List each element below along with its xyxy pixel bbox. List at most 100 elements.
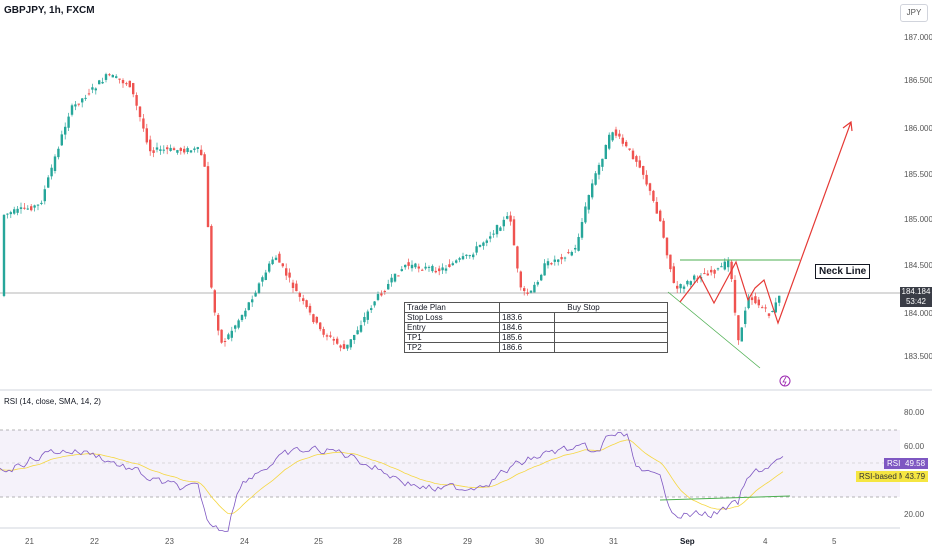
- candle-body: [43, 189, 46, 202]
- price-tick: 185.000: [904, 215, 932, 224]
- table-cell: Entry: [404, 322, 500, 333]
- candle-body: [604, 144, 607, 160]
- rsi-trend-line: [659, 495, 791, 501]
- candle-body: [319, 322, 322, 330]
- table-row: Trade Plan Buy Stop: [404, 302, 668, 313]
- neck-line-label[interactable]: Neck Line: [815, 264, 871, 279]
- candle-body: [557, 259, 560, 262]
- candle-body: [529, 290, 533, 293]
- candle-body: [257, 283, 261, 293]
- candle-body: [196, 147, 199, 149]
- candle-body: [166, 147, 169, 150]
- candle-body: [492, 233, 495, 235]
- candle-body: [230, 330, 233, 338]
- candle-body: [274, 257, 278, 260]
- candle-body: [200, 149, 203, 156]
- rsi-indicator-label[interactable]: RSI (14, close, SMA, 14, 2): [4, 397, 101, 406]
- candle-body: [210, 225, 213, 288]
- candle-body: [152, 150, 155, 153]
- time-tick: 21: [25, 537, 34, 546]
- candle-body: [468, 255, 471, 257]
- candle-body: [455, 260, 458, 263]
- table-row: TP1 185.6: [404, 332, 668, 343]
- candle-body: [84, 97, 87, 99]
- candle-body: [87, 93, 91, 95]
- candle-body: [271, 259, 274, 265]
- candle-body: [625, 141, 628, 147]
- rsi-tick: 20.00: [904, 510, 925, 519]
- candle-body: [740, 327, 743, 342]
- candle-body: [597, 164, 601, 175]
- candle-body: [431, 265, 434, 272]
- candle-body: [159, 149, 162, 151]
- time-tick: 5: [832, 537, 837, 546]
- trade-plan-table[interactable]: Trade Plan Buy Stop Stop Loss 183.6 Entr…: [404, 302, 668, 353]
- candle-body: [410, 264, 414, 269]
- candle-body: [74, 104, 77, 107]
- time-tick: 30: [535, 537, 544, 546]
- candle-body: [536, 282, 539, 285]
- candle-body: [774, 302, 777, 313]
- projection-path: [679, 121, 852, 325]
- candle-body: [393, 273, 397, 282]
- candle-body: [33, 205, 36, 208]
- currency-button[interactable]: JPY: [900, 4, 928, 22]
- candle-body: [291, 282, 295, 289]
- candle-body: [737, 315, 740, 341]
- candle-body: [407, 262, 410, 266]
- candle-body: [366, 311, 369, 320]
- candle-body: [414, 263, 417, 268]
- candle-body: [584, 206, 587, 223]
- candle-body: [40, 202, 43, 204]
- candle-body: [716, 268, 720, 270]
- candle-body: [778, 295, 781, 303]
- price-tick: 183.500: [904, 352, 932, 361]
- candle-body: [580, 222, 584, 238]
- rsi-value-tag: 49.58: [902, 458, 929, 469]
- candle-body: [400, 269, 403, 272]
- candle-body: [509, 215, 512, 222]
- table-cell: 183.6: [499, 312, 555, 323]
- table-cell: [554, 322, 668, 333]
- candle-body: [346, 344, 349, 349]
- candle-body: [764, 307, 767, 309]
- candle-body: [720, 266, 723, 268]
- candle-body: [444, 268, 448, 271]
- candle-body: [305, 300, 308, 308]
- candle-body: [635, 156, 638, 162]
- last-price-tag: 184.184 53:42: [900, 287, 932, 307]
- candle-body: [427, 266, 431, 268]
- candle-body: [757, 299, 760, 306]
- candle-body: [506, 216, 509, 219]
- candle-body: [135, 95, 138, 106]
- candle-body: [342, 344, 346, 349]
- candle-body: [655, 201, 658, 214]
- candle-body: [560, 257, 563, 260]
- table-header-cell: Trade Plan: [404, 302, 500, 313]
- time-tick: 23: [165, 537, 174, 546]
- candle-body: [689, 281, 692, 285]
- candle-body: [567, 252, 570, 254]
- candle-body: [621, 137, 624, 144]
- candle-body: [149, 139, 152, 152]
- price-tick: 185.500: [904, 170, 932, 179]
- candle-body: [438, 268, 441, 272]
- candle-body: [176, 150, 179, 153]
- bar-countdown: 53:42: [905, 297, 927, 306]
- candle-body: [356, 330, 359, 335]
- table-cell: TP1: [404, 332, 500, 343]
- candle-body: [254, 292, 257, 297]
- candle-body: [108, 74, 111, 76]
- symbol-title[interactable]: GBPJPY, 1h, FXCM: [4, 5, 95, 16]
- candle-body: [686, 280, 689, 285]
- candle-body: [631, 150, 635, 160]
- candle-body: [611, 132, 614, 141]
- candle-body: [648, 183, 652, 191]
- candle-body: [237, 320, 240, 328]
- candle-body: [81, 98, 84, 103]
- candle-body: [662, 220, 665, 238]
- candle-body: [771, 311, 774, 313]
- candle-body: [608, 134, 611, 149]
- candle-body: [132, 83, 135, 95]
